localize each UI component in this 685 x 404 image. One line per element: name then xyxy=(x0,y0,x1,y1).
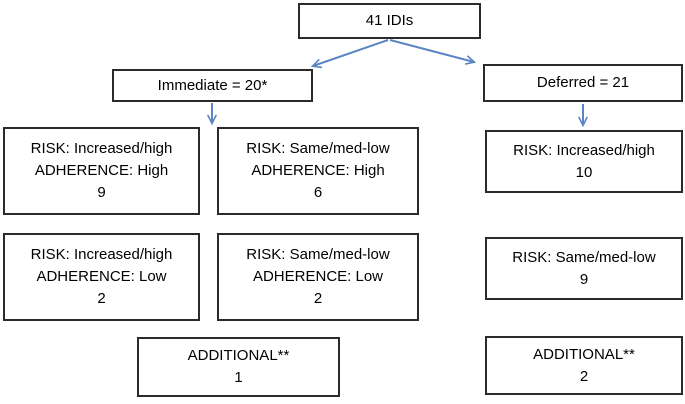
node-immediate-risk-high-adherence-high: RISK: Increased/high ADHERENCE: High 9 xyxy=(3,127,200,215)
count-value: 2 xyxy=(579,367,589,385)
adherence-line: ADHERENCE: High xyxy=(34,162,169,180)
node-deferred-additional: ADDITIONAL** 2 xyxy=(485,336,683,395)
node-immediate-risk-low-adherence-low: RISK: Same/med-low ADHERENCE: Low 2 xyxy=(217,233,419,321)
count-value: 6 xyxy=(313,183,323,201)
node-deferred-arm: Deferred = 21 xyxy=(483,64,683,102)
risk-line: RISK: Increased/high xyxy=(513,141,655,159)
node-label: Deferred = 21 xyxy=(536,74,630,92)
node-total-idis: 41 IDIs xyxy=(298,3,481,39)
adherence-line: ADHERENCE: Low xyxy=(36,268,167,286)
risk-line: RISK: Same/med-low xyxy=(246,140,390,158)
node-immediate-arm: Immediate = 20* xyxy=(112,69,313,102)
node-deferred-risk-low: RISK: Same/med-low 9 xyxy=(485,237,683,300)
count-value: 2 xyxy=(313,289,323,307)
node-label: ADDITIONAL** xyxy=(533,345,635,363)
node-label: Immediate = 20* xyxy=(157,76,268,94)
count-value: 9 xyxy=(97,183,106,201)
node-label: ADDITIONAL** xyxy=(187,347,290,365)
count-value: 1 xyxy=(234,369,243,386)
risk-line: RISK: Same/med-low xyxy=(246,246,390,264)
risk-line: RISK: Increased/high xyxy=(30,246,173,264)
count-value: 2 xyxy=(97,289,106,307)
risk-line: RISK: Increased/high xyxy=(30,140,173,158)
node-immediate-additional: ADDITIONAL** 1 xyxy=(137,337,340,397)
risk-line: RISK: Same/med-low xyxy=(512,248,656,266)
node-immediate-risk-high-adherence-low: RISK: Increased/high ADHERENCE: Low 2 xyxy=(3,233,200,321)
count-value: 10 xyxy=(575,163,593,181)
node-immediate-risk-low-adherence-high: RISK: Same/med-low ADHERENCE: High 6 xyxy=(217,127,419,215)
adherence-line: ADHERENCE: High xyxy=(251,162,385,180)
node-label: 41 IDIs xyxy=(365,12,414,30)
node-deferred-risk-high: RISK: Increased/high 10 xyxy=(485,130,683,193)
count-value: 9 xyxy=(579,270,589,288)
adherence-line: ADHERENCE: Low xyxy=(252,268,384,286)
arrow-root-to-deferred xyxy=(389,39,477,65)
arrow-root-to-immediate xyxy=(310,39,389,69)
